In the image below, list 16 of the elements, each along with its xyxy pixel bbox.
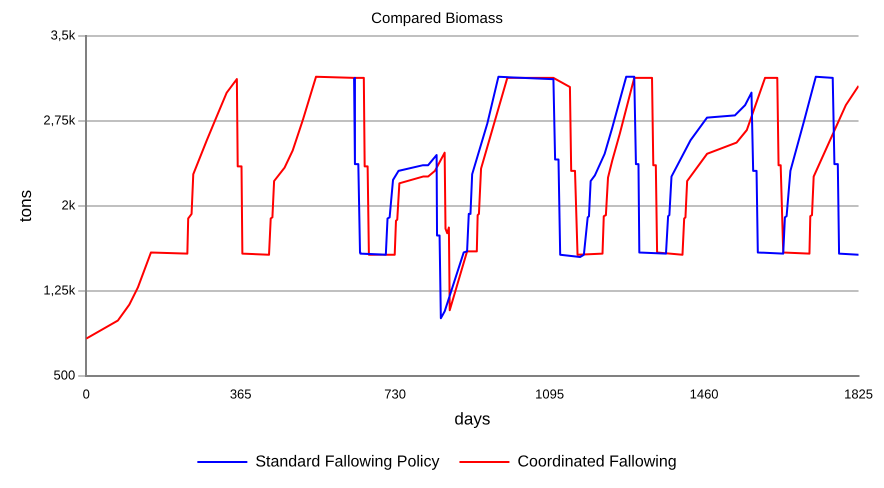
x-tick-label: 1095 <box>535 386 564 402</box>
x-tick-label: 1825 <box>844 386 873 402</box>
y-axis-title: tons <box>16 190 35 222</box>
y-tick-label: 1,25k <box>43 282 76 298</box>
legend-label: Standard Fallowing Policy <box>255 453 440 470</box>
x-tick-label: 0 <box>82 386 90 402</box>
x-tick-label: 365 <box>230 386 252 402</box>
y-tick-label: 2k <box>61 198 76 213</box>
x-axis-title: days <box>454 409 490 428</box>
y-tick-label: 500 <box>54 368 76 383</box>
x-tick-label: 730 <box>384 386 406 402</box>
y-tick-label: 2,75k <box>43 112 76 128</box>
y-tick-label: 3,5k <box>50 28 76 43</box>
legend-label: Coordinated Fallowing <box>517 453 677 470</box>
x-tick-label: 1460 <box>690 386 719 402</box>
chart-title: Compared Biomass <box>371 10 503 28</box>
